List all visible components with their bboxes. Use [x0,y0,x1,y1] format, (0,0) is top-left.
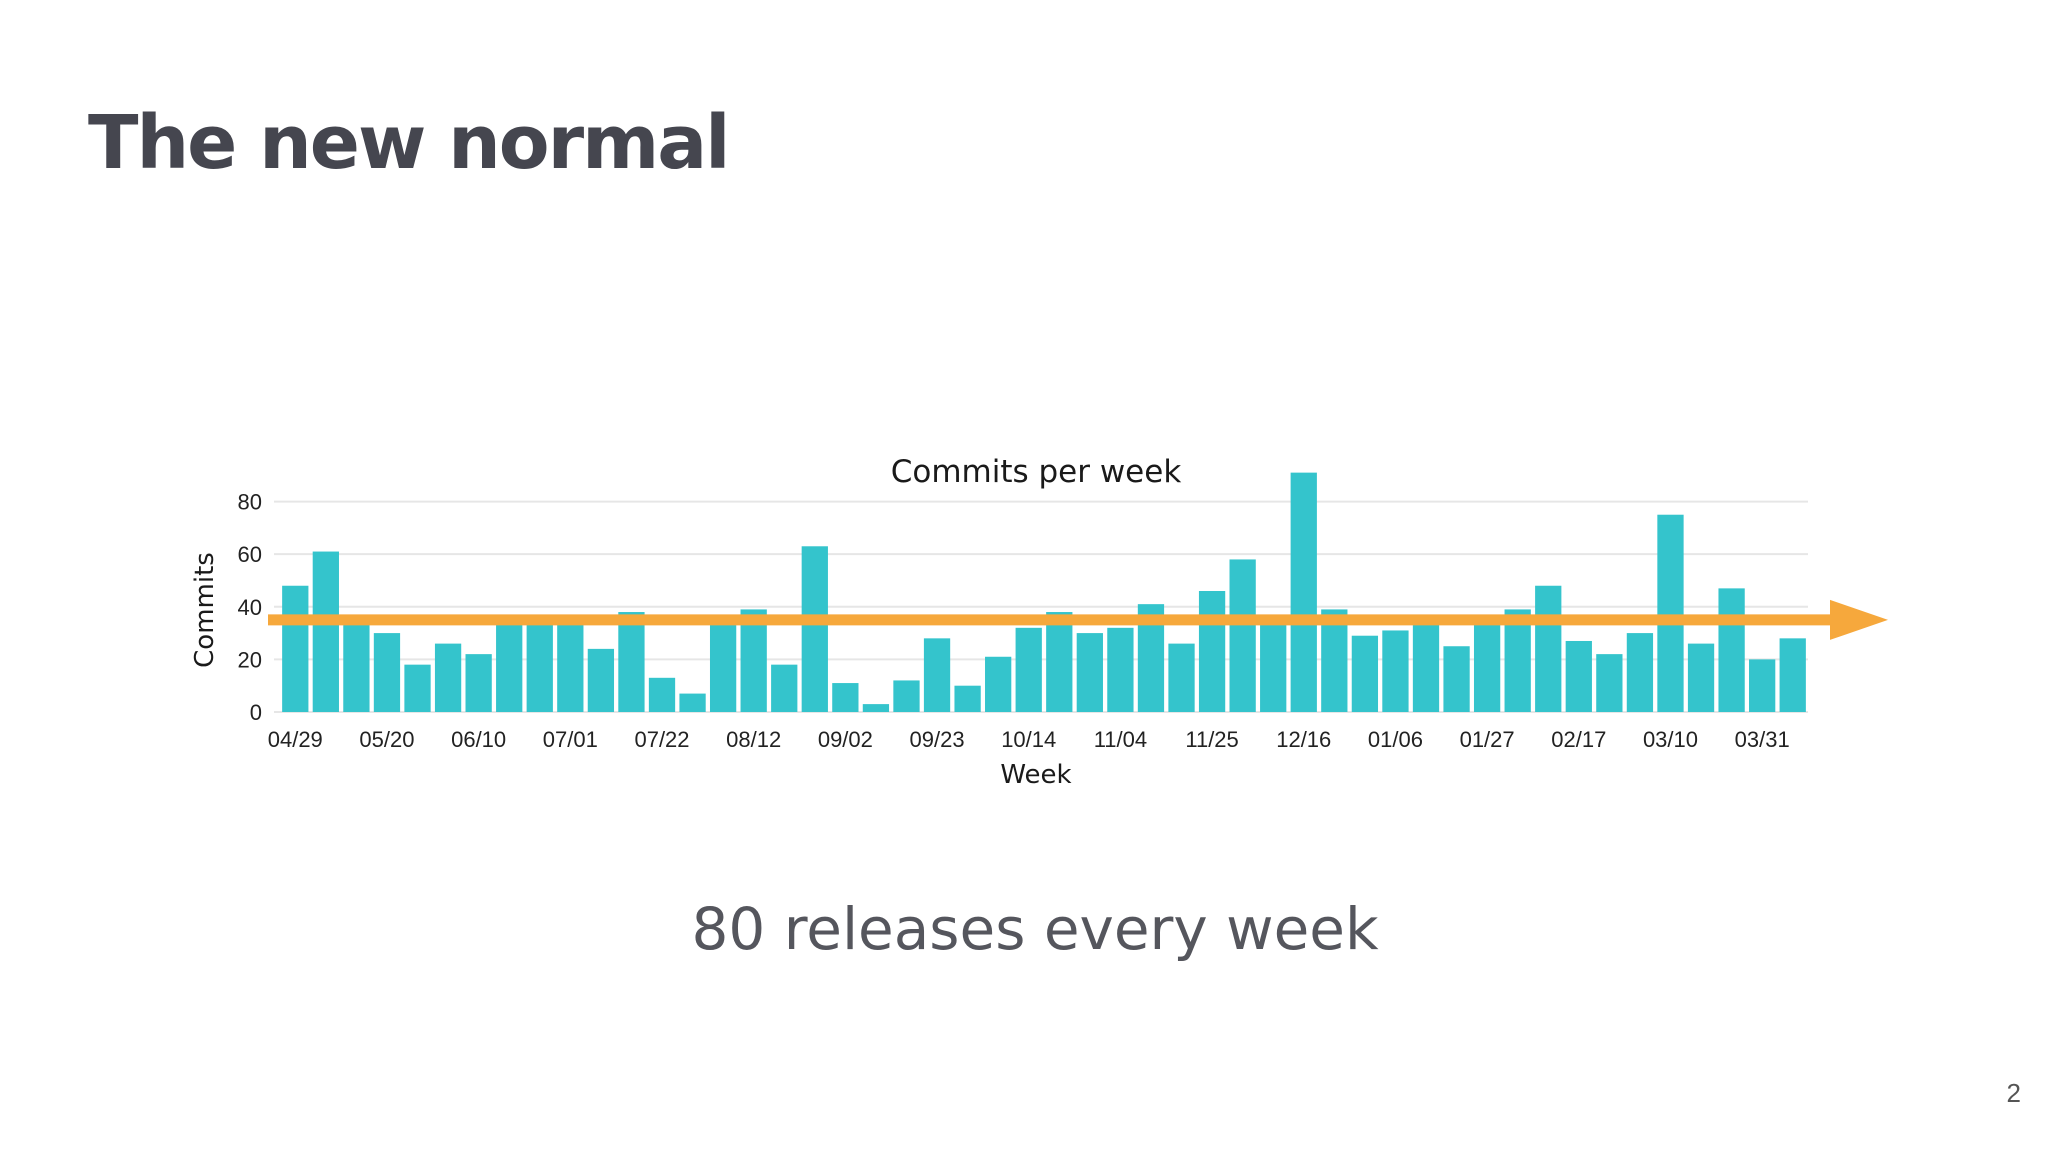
bar [1443,646,1470,712]
bar [1565,640,1592,712]
x-axis-ticks: 04/29 05/20 06/10 07/01 07/22 08/12 09/02 09/23… [268,727,1790,752]
bar [1229,559,1256,712]
bar [1504,609,1531,712]
bar [1779,638,1806,712]
trend-arrowhead [1830,599,1888,640]
bar [282,585,309,712]
bar [985,656,1012,712]
bar [954,685,981,712]
bar [343,619,370,712]
commits-bar-chart: 0 20 40 60 80 04/29 05/20 06/10 07/01 07/22 08/12… [190,454,1888,790]
y-axis-ticks: 0 20 40 60 80 [238,490,262,725]
bar [832,683,859,712]
bar [1168,643,1195,712]
x-tick-label: 08/12 [726,727,781,752]
bar [618,612,645,712]
bar [771,664,798,712]
bar [923,638,951,712]
x-tick-label: 09/02 [818,727,873,752]
bar [862,704,890,712]
y-tick-label: 80 [238,490,262,515]
bar [1596,654,1623,712]
y-tick-label: 60 [238,542,262,567]
x-tick-label: 09/23 [910,727,965,752]
bar [1749,659,1776,712]
bar [1473,619,1501,712]
x-tick-label: 03/10 [1643,727,1698,752]
x-tick-label: 07/22 [634,727,689,752]
bar [1687,643,1715,712]
y-tick-label: 40 [238,595,262,620]
bar [1046,612,1073,712]
slide-subtitle: 80 releases every week [691,895,1379,963]
bar [434,643,462,712]
trend-arrow [268,599,1888,640]
page-number: 2 [2006,1078,2021,1108]
bar [373,633,401,712]
bar [648,677,676,712]
bar [1657,514,1684,712]
bar [709,619,737,712]
bar [1351,635,1379,712]
x-tick-label: 11/25 [1185,727,1238,752]
slide-title: The new normal [88,100,731,186]
bar [465,654,492,712]
bar [679,693,706,712]
x-axis-title: Week [1000,760,1071,790]
y-tick-label: 20 [238,647,262,672]
bar [1412,619,1440,712]
x-tick-label: 01/27 [1460,727,1515,752]
chart-title: Commits per week [891,454,1182,490]
bar [1107,627,1134,712]
bar [404,664,431,712]
bar [526,614,553,712]
bar [587,648,615,712]
x-tick-label: 05/20 [359,727,414,752]
bar [1626,633,1654,712]
x-tick-label: 11/04 [1094,727,1147,752]
x-tick-label: 12/16 [1276,727,1331,752]
bar [1535,585,1562,712]
bar [801,546,828,712]
bar [1076,633,1103,712]
x-tick-label: 01/06 [1368,727,1423,752]
bar [496,617,523,712]
bar [1198,591,1226,712]
bar [1260,619,1287,712]
bar [1015,627,1042,712]
bar [1290,472,1317,712]
x-tick-label: 07/01 [543,727,598,752]
x-tick-label: 06/10 [451,727,506,752]
bar [740,609,767,712]
x-tick-label: 02/17 [1551,727,1606,752]
bars [282,472,1806,712]
bar [1321,609,1348,712]
x-tick-label: 04/29 [268,727,323,752]
bar [312,551,339,712]
bar [1718,588,1745,712]
y-tick-label: 0 [250,700,262,725]
bar [1382,630,1409,712]
y-axis-title: Commits [190,552,220,668]
x-tick-label: 03/31 [1735,727,1790,752]
bar [893,680,920,712]
x-tick-label: 10/14 [1001,727,1056,752]
bar [557,614,584,712]
